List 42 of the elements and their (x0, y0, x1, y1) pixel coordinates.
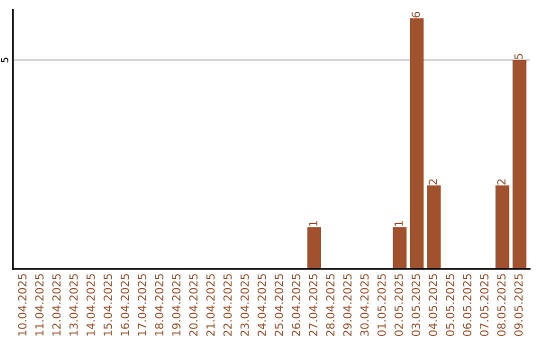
x-tick-label: 09.05.2025 (514, 274, 523, 336)
bar (512, 60, 526, 269)
x-tick-label: 13.04.2025 (69, 274, 78, 336)
x-tick-label: 19.04.2025 (172, 274, 180, 336)
x-tick-label: 22.04.2025 (223, 274, 232, 336)
x-tick-label: 16.04.2025 (120, 274, 130, 336)
bar (307, 227, 321, 269)
x-tick-label: 18.04.2025 (154, 274, 164, 336)
x-tick-label: 20.04.2025 (189, 274, 198, 336)
data-label: 6 (412, 12, 420, 18)
x-tick-label: 08.05.2025 (497, 274, 506, 336)
x-tick-label: 23.04.2025 (240, 274, 249, 336)
x-tick-label: 24.04.2025 (258, 274, 266, 336)
x-tick-label: 29.04.2025 (343, 274, 352, 336)
x-tick-label: 14.04.2025 (86, 274, 95, 336)
x-tick-label: 07.05.2025 (480, 274, 488, 336)
bar (496, 185, 510, 269)
data-label: 2 (428, 179, 437, 185)
x-tick-label: 30.04.2025 (360, 274, 369, 336)
x-tick-label: 25.04.2025 (274, 274, 284, 336)
x-tick-label: 01.05.2025 (377, 274, 386, 336)
x-tick-label: 27.04.2025 (308, 274, 318, 336)
x-tick-label: 03.05.2025 (412, 274, 420, 336)
bar (410, 18, 424, 269)
x-tick-label: 17.04.2025 (138, 274, 146, 336)
x-tick-label: 05.05.2025 (446, 274, 454, 336)
bar (392, 227, 407, 269)
x-tick-label: 15.04.2025 (104, 274, 112, 336)
x-tick-label: 26.04.2025 (292, 274, 300, 336)
x-tick-label: 04.05.2025 (428, 274, 438, 336)
x-tick-label: 02.05.2025 (394, 274, 403, 336)
data-label: 1 (394, 221, 403, 226)
x-tick-label: 10.04.2025 (18, 274, 26, 336)
data-label: 2 (497, 179, 506, 185)
x-tick-label: 06.05.2025 (462, 274, 472, 336)
x-tick-label: 11.04.2025 (35, 274, 44, 336)
x-tick-label: 28.04.2025 (326, 274, 334, 336)
x-tick-label: 12.04.2025 (52, 274, 61, 336)
data-label: 5 (514, 54, 523, 60)
data-label: 1 (309, 221, 318, 226)
x-tick-label: 21.04.2025 (206, 274, 215, 336)
bar (427, 185, 441, 269)
